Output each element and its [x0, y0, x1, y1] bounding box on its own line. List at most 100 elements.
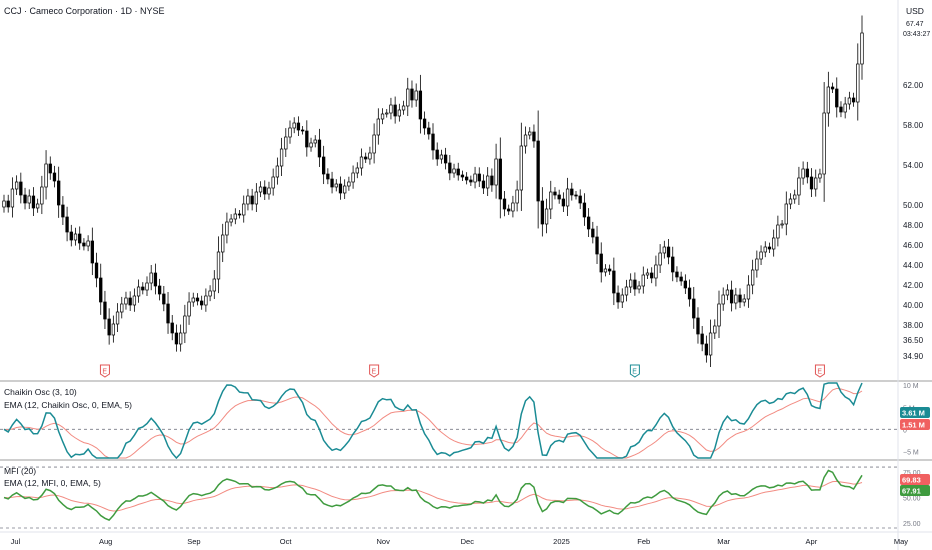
candle-body [439, 154, 444, 160]
candle-body [162, 293, 166, 305]
candle-body [376, 118, 380, 136]
candle [536, 110, 540, 229]
candle-body [267, 187, 271, 195]
chaikin-osc-line [3, 382, 863, 460]
currency-label: USD [906, 6, 924, 16]
candle [385, 109, 389, 118]
candle-body [591, 228, 595, 238]
candle [839, 101, 843, 118]
candle [473, 166, 477, 189]
candle-body [65, 216, 69, 233]
mfi-value-text: 67.91 [902, 487, 921, 496]
candle [515, 180, 519, 212]
candle [246, 188, 250, 211]
candle [57, 166, 61, 218]
candle-body [586, 216, 591, 230]
mfi-axis[interactable]: 75.00 50.00 25.00 [903, 470, 921, 528]
price-axis[interactable]: 34.90 36.50 38.00 40.00 42.00 44.00 46.00 48.00… [903, 81, 924, 361]
price-tick-label: 42.00 [903, 281, 924, 290]
candle [805, 161, 809, 184]
candle [586, 208, 591, 238]
candle [570, 182, 574, 201]
candle [772, 229, 776, 257]
candle-body [258, 186, 263, 193]
candle-body [136, 286, 141, 297]
candle [456, 162, 460, 181]
time-axis[interactable]: JulAugSepOctNovDec2025FebMarAprMayJun [11, 537, 932, 546]
candle-body [797, 177, 801, 196]
candle [195, 293, 200, 306]
candle-body [82, 242, 86, 247]
last-price-label: 67.47 [906, 21, 924, 28]
candle-body [662, 246, 666, 254]
candle [279, 137, 284, 177]
candle-body [246, 195, 250, 205]
candle [763, 241, 767, 258]
candle-body [481, 180, 486, 189]
candle [553, 187, 557, 200]
candle [111, 315, 116, 343]
chaikin-tick-label: 10 M [903, 383, 919, 390]
candle-body [839, 106, 843, 113]
candle-body [469, 179, 473, 183]
time-tick-label: Apr [806, 537, 818, 546]
candle [208, 285, 212, 302]
candle [788, 193, 793, 210]
candle [31, 187, 36, 217]
candle [692, 286, 696, 329]
candle [645, 268, 650, 279]
candle-body [397, 109, 402, 117]
candle [65, 206, 69, 242]
candle [284, 128, 288, 158]
price-tick-label: 36.50 [903, 336, 924, 345]
candle [321, 145, 326, 185]
candle-body [35, 203, 40, 209]
candle [679, 271, 683, 286]
candle [23, 187, 27, 210]
candle-body [654, 264, 658, 279]
candle [603, 264, 608, 277]
candle-body [725, 289, 730, 296]
mfi-legend-ema: EMA (12, MFI, 0, EMA, 5) [4, 478, 101, 488]
candle [216, 236, 221, 294]
candle [507, 204, 511, 215]
chaikin-ema-text: 1.51 M [902, 421, 925, 430]
time-tick-label: May [894, 537, 908, 546]
candle [389, 97, 393, 120]
candle-body [427, 127, 431, 135]
candle [334, 179, 338, 192]
candle-body [380, 113, 385, 120]
candle-body [401, 105, 406, 111]
candle-body [334, 183, 338, 188]
candle [851, 92, 856, 107]
candle [233, 208, 237, 225]
candle [599, 242, 603, 283]
candle-body [565, 188, 570, 207]
candle [519, 122, 523, 211]
candle-body [570, 188, 574, 196]
candle-body [27, 195, 31, 204]
candle [822, 82, 826, 202]
candle [549, 180, 553, 220]
candle-body [486, 175, 490, 189]
candle-body [57, 180, 61, 206]
candle-body [309, 142, 313, 148]
candle [565, 177, 570, 217]
mfi-value-badge: 67.91 [900, 485, 930, 496]
candle-body [99, 277, 103, 303]
candle-body [595, 236, 599, 255]
candle [830, 82, 835, 93]
candle-body [86, 240, 90, 247]
candle-body [300, 129, 305, 132]
price-tick-label: 38.00 [903, 321, 924, 330]
candle [2, 194, 6, 213]
time-tick-label: Mar [717, 537, 730, 546]
candle-body [23, 194, 27, 204]
candle [422, 111, 427, 135]
chaikin-value-badge: 3.61 M [900, 407, 930, 418]
candle-body [763, 246, 767, 253]
candle-body [107, 318, 111, 336]
candle [6, 194, 10, 213]
event-markers: EEEEE [99, 364, 825, 378]
